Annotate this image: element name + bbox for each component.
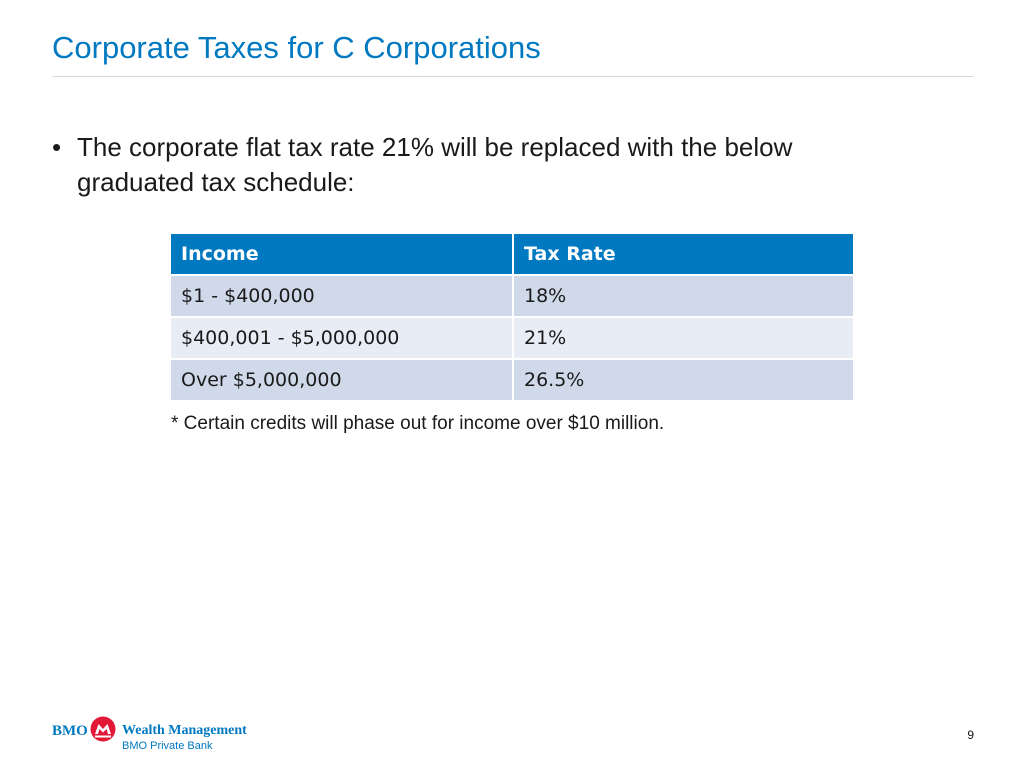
table-row: Over $5,000,000 26.5%	[171, 360, 853, 402]
tax-rate-table: Income Tax Rate $1 - $400,000 18% $400,0…	[171, 234, 853, 402]
page-number: 9	[967, 728, 974, 742]
bullet-point: • The corporate flat tax rate 21% will b…	[52, 130, 912, 200]
table-row: $1 - $400,000 18%	[171, 276, 853, 318]
logo-sub-text: BMO Private Bank	[122, 740, 213, 752]
bullet-text: The corporate flat tax rate 21% will be …	[77, 132, 793, 197]
header-tax-rate: Tax Rate	[514, 234, 853, 276]
bullet-mark: •	[52, 132, 62, 162]
bmo-logo: BMO Wealth Management BMO Private Bank	[52, 716, 282, 756]
tax-rate-cell: 26.5%	[514, 360, 853, 402]
logo-brand-text: Wealth Management	[122, 723, 247, 738]
tax-rate-cell: 18%	[514, 276, 853, 318]
income-cell: $1 - $400,000	[171, 276, 514, 318]
logo-bmo-text: BMO	[52, 723, 88, 739]
footnote: * Certain credits will phase out for inc…	[171, 413, 665, 434]
table-header-row: Income Tax Rate	[171, 234, 853, 276]
page-title: Corporate Taxes for C Corporations	[52, 30, 541, 65]
tax-rate-cell: 21%	[514, 318, 853, 360]
table-row: $400,001 - $5,000,000 21%	[171, 318, 853, 360]
header-income: Income	[171, 234, 514, 276]
title-divider	[52, 76, 974, 77]
income-cell: Over $5,000,000	[171, 360, 514, 402]
bmo-roundel-icon	[90, 716, 116, 742]
income-cell: $400,001 - $5,000,000	[171, 318, 514, 360]
